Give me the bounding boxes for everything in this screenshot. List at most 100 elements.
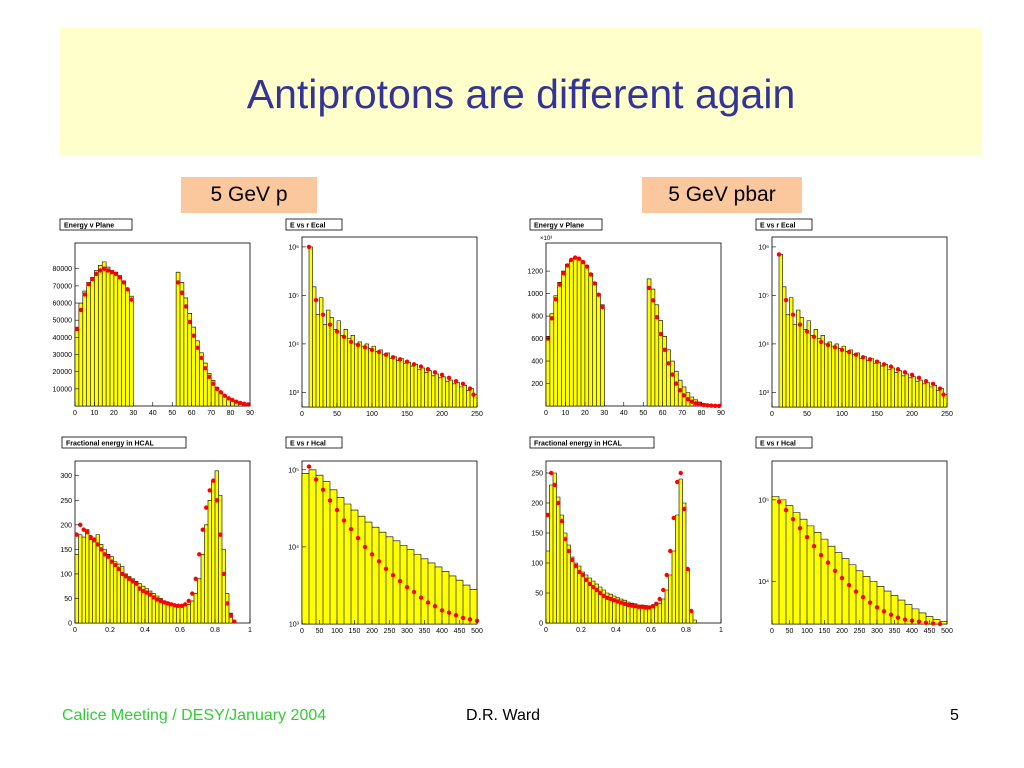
- y-tick-label: 200: [60, 522, 72, 529]
- data-point: [411, 589, 417, 595]
- x-tick-label: 10: [562, 410, 570, 417]
- panel-title-box: [59, 218, 133, 231]
- data-point: [238, 400, 243, 406]
- data-point: [776, 252, 782, 257]
- data-point: [573, 563, 578, 569]
- x-tick-label: 250: [384, 628, 396, 635]
- data-point: [552, 482, 557, 488]
- data-point: [846, 582, 852, 588]
- x-tick-label: 50: [168, 410, 176, 417]
- y-tick-label: 10⁵: [758, 293, 769, 300]
- data-point: [668, 548, 673, 554]
- data-point: [549, 316, 555, 321]
- x-tick-label: 400: [436, 628, 448, 635]
- data-point: [874, 359, 880, 364]
- data-point: [712, 403, 718, 408]
- data-point: [195, 345, 200, 350]
- x-tick-label: 350: [419, 628, 431, 635]
- y-tick-label: 80000: [53, 266, 73, 273]
- data-point: [245, 402, 251, 407]
- data-point: [313, 297, 319, 303]
- data-point: [846, 349, 852, 355]
- x-tick-label: 30: [129, 410, 137, 417]
- x-tick-label: 60: [188, 410, 196, 417]
- data-point: [123, 574, 128, 579]
- data-point: [98, 268, 103, 273]
- y-tick-label: 10⁵: [288, 467, 299, 474]
- title-band: Antiprotons are different again: [60, 28, 982, 156]
- data-point: [234, 399, 239, 404]
- data-point: [86, 281, 91, 287]
- data-point: [661, 587, 666, 593]
- panel-title: E vs r Hcal: [290, 441, 326, 448]
- data-point: [678, 470, 683, 476]
- data-point: [596, 292, 601, 297]
- data-point: [90, 276, 95, 282]
- data-point: [930, 381, 936, 387]
- x-tick-label: 300: [401, 628, 413, 635]
- data-point: [563, 536, 568, 542]
- data-point: [557, 282, 562, 287]
- data-point: [677, 388, 683, 393]
- data-point: [369, 347, 375, 353]
- data-point: [179, 290, 185, 295]
- data-point: [881, 362, 887, 367]
- data-point: [211, 478, 216, 483]
- data-point: [556, 500, 561, 506]
- y-tick-label: 10⁵: [758, 497, 769, 504]
- data-point: [605, 595, 610, 600]
- x-tick-label: 100: [801, 628, 813, 635]
- panel-title-box: [285, 218, 343, 231]
- data-point: [577, 569, 582, 575]
- data-point: [341, 334, 347, 340]
- x-tick-label: 0: [770, 628, 774, 635]
- data-point: [460, 615, 466, 621]
- panel-title: E vs r Hcal: [760, 441, 796, 448]
- footer-author: D.R. Ward: [466, 707, 541, 724]
- data-point: [125, 287, 130, 292]
- x-tick-label: 150: [871, 411, 883, 418]
- data-point: [320, 312, 326, 317]
- data-point: [232, 619, 237, 624]
- data-point: [109, 269, 115, 275]
- data-point: [121, 280, 126, 285]
- y-tick-label: 50: [64, 596, 72, 603]
- data-point: [937, 621, 943, 627]
- data-point: [432, 604, 438, 609]
- y-tick-label: 200: [531, 501, 543, 508]
- data-point: [662, 347, 667, 352]
- x-tick-label: 0.2: [576, 627, 586, 634]
- y-tick-label: 50: [535, 591, 543, 598]
- x-tick-label: 0: [73, 627, 77, 634]
- data-point: [113, 271, 119, 277]
- data-point: [172, 603, 177, 608]
- panel-p-e-vs-r-hcal: E vs r Hcal 0 50 100 150 200 250 300 350 400 450 50…: [285, 436, 483, 635]
- histogram-bars: [771, 496, 948, 625]
- data-point: [867, 600, 873, 605]
- data-point: [860, 355, 866, 360]
- y-tick-label: 100: [531, 561, 543, 568]
- data-point: [106, 554, 111, 559]
- data-point: [204, 505, 209, 510]
- y-tick-label: 150: [60, 547, 72, 554]
- data-point: [811, 334, 817, 340]
- data-point: [832, 568, 838, 573]
- data-point: [348, 339, 354, 345]
- y-tick-label: 50000: [53, 318, 73, 325]
- data-point: [654, 314, 660, 320]
- data-point: [165, 601, 170, 606]
- data-point: [376, 349, 382, 355]
- y-tick-label: 0: [68, 621, 72, 628]
- data-point: [941, 392, 946, 397]
- data-point: [179, 603, 184, 609]
- data-point: [549, 470, 554, 476]
- data-point: [397, 357, 403, 362]
- y-tick-label: 1000: [527, 291, 543, 298]
- data-point: [74, 326, 80, 331]
- x-tick-label: 250: [941, 411, 953, 418]
- data-point: [148, 592, 153, 597]
- data-point: [151, 595, 156, 600]
- y-tick-label: 10⁶: [758, 244, 769, 251]
- data-point: [930, 621, 936, 626]
